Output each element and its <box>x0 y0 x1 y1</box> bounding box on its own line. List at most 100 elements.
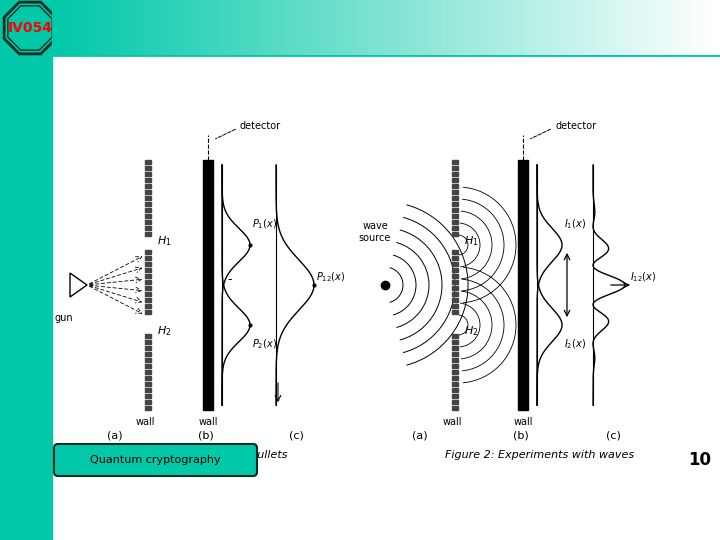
Bar <box>452 352 458 356</box>
Text: detector: detector <box>240 121 281 131</box>
Bar <box>145 160 151 164</box>
Bar <box>145 406 151 410</box>
Bar <box>452 268 458 272</box>
Text: detector: detector <box>555 121 596 131</box>
Text: (b): (b) <box>198 430 214 440</box>
Bar <box>145 388 151 392</box>
Text: $P_{12}(x)$: $P_{12}(x)$ <box>316 270 346 284</box>
Text: IV054: IV054 <box>7 21 53 35</box>
Bar <box>145 358 151 362</box>
Bar <box>145 364 151 368</box>
Text: (c): (c) <box>606 430 621 440</box>
Bar <box>145 340 151 344</box>
Bar <box>452 196 458 200</box>
Bar <box>145 226 151 230</box>
Bar <box>145 334 151 338</box>
Bar <box>452 172 458 176</box>
Bar <box>145 382 151 386</box>
Bar <box>452 214 458 218</box>
Bar <box>0 0 52 540</box>
Bar <box>452 334 458 338</box>
Text: $H_1$: $H_1$ <box>157 234 171 248</box>
Bar <box>145 298 151 302</box>
Bar <box>452 190 458 194</box>
Bar <box>452 370 458 374</box>
Bar <box>145 352 151 356</box>
Bar <box>452 208 458 212</box>
Bar <box>452 346 458 350</box>
Bar <box>452 250 458 254</box>
Text: $H_2$: $H_2$ <box>157 324 171 338</box>
Polygon shape <box>4 2 56 54</box>
Bar <box>145 250 151 254</box>
Bar <box>452 286 458 290</box>
Text: (a): (a) <box>107 430 123 440</box>
Text: $I_{12}(x)$: $I_{12}(x)$ <box>630 270 657 284</box>
Bar <box>145 370 151 374</box>
Bar <box>145 304 151 308</box>
Bar <box>452 202 458 206</box>
Text: wall: wall <box>135 417 155 427</box>
Bar <box>452 160 458 164</box>
Bar <box>452 280 458 284</box>
Bar <box>452 382 458 386</box>
Bar <box>145 292 151 296</box>
Bar <box>145 274 151 278</box>
Bar <box>145 166 151 170</box>
Bar <box>52 0 720 55</box>
Bar <box>452 292 458 296</box>
Bar <box>145 346 151 350</box>
Text: Figure 1: Experiment with bullets: Figure 1: Experiment with bullets <box>102 450 288 460</box>
Text: wall: wall <box>198 417 217 427</box>
Bar <box>518 160 528 410</box>
Bar <box>145 196 151 200</box>
Bar <box>452 304 458 308</box>
Text: gun: gun <box>55 313 73 323</box>
Bar <box>145 220 151 224</box>
Bar <box>452 298 458 302</box>
Bar <box>452 376 458 380</box>
Bar <box>452 226 458 230</box>
Bar <box>145 172 151 176</box>
Bar <box>452 166 458 170</box>
Text: $P_1(x)$: $P_1(x)$ <box>252 217 277 231</box>
Bar <box>145 286 151 290</box>
Bar <box>145 232 151 236</box>
Bar <box>452 220 458 224</box>
Text: wall: wall <box>442 417 462 427</box>
Text: $P_2(x)$: $P_2(x)$ <box>252 337 277 351</box>
Bar <box>145 178 151 182</box>
Bar <box>203 160 213 410</box>
Bar <box>452 178 458 182</box>
Bar <box>452 358 458 362</box>
Bar <box>452 262 458 266</box>
Text: Quantum cryptography: Quantum cryptography <box>90 455 220 465</box>
Bar <box>145 376 151 380</box>
Bar <box>145 202 151 206</box>
Text: (b): (b) <box>513 430 529 440</box>
Text: 10: 10 <box>688 451 711 469</box>
Text: $I_1(x)$: $I_1(x)$ <box>564 217 586 231</box>
Bar <box>452 310 458 314</box>
Bar <box>145 214 151 218</box>
Text: Figure 2: Experiments with waves: Figure 2: Experiments with waves <box>446 450 634 460</box>
Bar <box>452 400 458 404</box>
Bar <box>145 256 151 260</box>
Bar <box>145 394 151 398</box>
Bar <box>452 406 458 410</box>
Text: -: - <box>228 273 233 286</box>
Text: (c): (c) <box>289 430 303 440</box>
Bar <box>452 274 458 278</box>
Bar <box>452 184 458 188</box>
Text: $H_1$: $H_1$ <box>464 234 479 248</box>
Bar <box>145 262 151 266</box>
Bar <box>452 340 458 344</box>
Bar <box>452 394 458 398</box>
Bar <box>145 310 151 314</box>
Text: CLASSICAL EXPERIMENTS: CLASSICAL EXPERIMENTS <box>78 16 436 40</box>
Bar <box>52 55 720 480</box>
Bar <box>452 232 458 236</box>
Bar <box>145 400 151 404</box>
Bar <box>145 268 151 272</box>
Text: (a): (a) <box>412 430 428 440</box>
